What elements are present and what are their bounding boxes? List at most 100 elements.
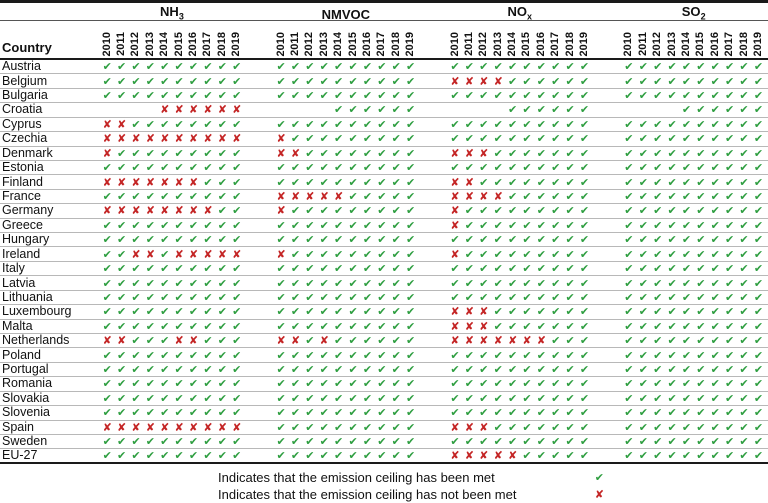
met-icon: ✔ <box>450 391 460 405</box>
met-icon: ✔ <box>188 276 199 290</box>
met-icon: ✔ <box>579 132 590 146</box>
not-met-icon: ✘ <box>450 305 460 319</box>
met-icon: ✔ <box>551 103 561 117</box>
met-icon: ✔ <box>725 204 735 218</box>
met-icon: ✔ <box>624 190 634 203</box>
met-icon: ✔ <box>696 420 706 434</box>
country-label: Czechia <box>2 131 48 146</box>
met-icon: ✔ <box>232 262 242 276</box>
met-icon: ✔ <box>464 89 474 103</box>
met-icon: ✔ <box>348 319 358 333</box>
met-icon: ✔ <box>406 218 416 232</box>
not-met-icon: ✘ <box>450 74 460 88</box>
met-icon: ✔ <box>624 290 634 304</box>
met-icon: ✔ <box>579 247 590 261</box>
met-icon: ✔ <box>348 146 358 160</box>
met-icon: ✔ <box>565 391 575 405</box>
met-icon: ✔ <box>624 218 634 232</box>
country-label: Ireland <box>2 246 41 261</box>
met-icon: ✔ <box>145 190 155 203</box>
met-icon: ✔ <box>217 146 227 160</box>
met-icon: ✔ <box>696 132 706 146</box>
country-label: France <box>2 189 41 203</box>
met-icon: ✔ <box>464 276 474 290</box>
met-icon: ✔ <box>551 406 561 420</box>
met-icon: ✔ <box>493 262 503 276</box>
met-icon: ✔ <box>507 406 518 420</box>
met-icon: ✔ <box>493 146 503 160</box>
met-icon: ✔ <box>319 420 329 434</box>
met-icon: ✔ <box>276 262 286 276</box>
table-row: Cyprus ✘ ✘ ✔ ✔ ✔ ✔ ✔ ✔ ✔ ✔ ✔ ✔ ✔ ✔ ✔ ✔ ✔ ✔ ✔ ✔ ✔ ✔ ✔ ✔ ✔ ✔ ✔ ✔ ✔ ✔ ✔ ✔ ✔ ✔… <box>0 116 768 133</box>
met-icon: ✔ <box>753 175 764 189</box>
met-icon: ✔ <box>217 377 227 391</box>
met-icon: ✔ <box>131 262 141 276</box>
met-icon: ✔ <box>624 363 634 377</box>
met-icon: ✔ <box>203 305 213 319</box>
met-icon: ✔ <box>551 247 561 261</box>
met-icon: ✔ <box>203 89 213 103</box>
met-icon: ✔ <box>565 334 575 348</box>
met-icon: ✔ <box>116 406 127 420</box>
met-icon: ✔ <box>551 60 561 74</box>
met-icon: ✔ <box>638 391 648 405</box>
met-icon: ✔ <box>739 132 749 146</box>
year-header-nox-2017: 2017 <box>549 31 562 56</box>
not-met-icon: ✘ <box>217 132 227 146</box>
met-icon: ✔ <box>145 334 155 348</box>
met-icon: ✔ <box>493 60 503 74</box>
not-met-icon: ✘ <box>116 175 127 189</box>
met-icon: ✔ <box>377 146 387 160</box>
met-icon: ✔ <box>667 391 677 405</box>
met-icon: ✔ <box>753 218 764 232</box>
met-icon: ✔ <box>638 305 648 319</box>
met-icon: ✔ <box>551 117 561 131</box>
not-met-icon: ✘ <box>116 334 127 348</box>
met-icon: ✔ <box>116 89 127 103</box>
met-icon: ✔ <box>131 377 141 391</box>
met-icon: ✔ <box>290 435 301 449</box>
met-icon: ✔ <box>565 348 575 362</box>
met-icon: ✔ <box>681 89 692 103</box>
met-icon: ✔ <box>406 420 416 434</box>
met-icon: ✔ <box>319 276 329 290</box>
met-icon: ✔ <box>377 74 387 88</box>
met-icon: ✔ <box>710 348 720 362</box>
met-icon: ✔ <box>753 435 764 449</box>
met-icon: ✔ <box>522 146 532 160</box>
met-icon: ✔ <box>319 161 329 175</box>
met-icon: ✔ <box>348 247 358 261</box>
not-met-icon: ✘ <box>464 146 474 160</box>
met-icon: ✔ <box>681 146 692 160</box>
year-header-nh3-2017: 2017 <box>201 31 214 56</box>
met-icon: ✔ <box>334 60 344 74</box>
met-icon: ✔ <box>334 377 344 391</box>
met-icon: ✔ <box>188 262 199 276</box>
met-icon: ✔ <box>536 74 546 88</box>
met-icon: ✔ <box>391 334 401 348</box>
met-icon: ✔ <box>579 103 590 117</box>
met-icon: ✔ <box>681 218 692 232</box>
met-icon: ✔ <box>653 175 663 189</box>
met-icon: ✔ <box>362 117 373 131</box>
met-icon: ✔ <box>450 348 460 362</box>
met-icon: ✔ <box>479 175 489 189</box>
year-header-nh3-2010: 2010 <box>100 31 113 56</box>
met-icon: ✔ <box>696 204 706 218</box>
met-icon: ✔ <box>493 435 503 449</box>
not-met-icon: ✘ <box>102 146 112 160</box>
met-icon: ✔ <box>753 74 764 88</box>
met-icon: ✔ <box>391 435 401 449</box>
met-icon: ✔ <box>638 348 648 362</box>
met-icon: ✔ <box>188 406 199 420</box>
met-icon: ✔ <box>579 60 590 74</box>
met-icon: ✔ <box>681 276 692 290</box>
met-icon: ✔ <box>188 290 199 304</box>
met-icon: ✔ <box>348 132 358 146</box>
met-icon: ✔ <box>305 146 315 160</box>
met-icon: ✔ <box>391 117 401 131</box>
not-met-icon: ✘ <box>276 247 286 261</box>
met-icon: ✔ <box>305 218 315 232</box>
country-label: Poland <box>2 347 41 362</box>
country-label: Cyprus <box>2 116 42 131</box>
